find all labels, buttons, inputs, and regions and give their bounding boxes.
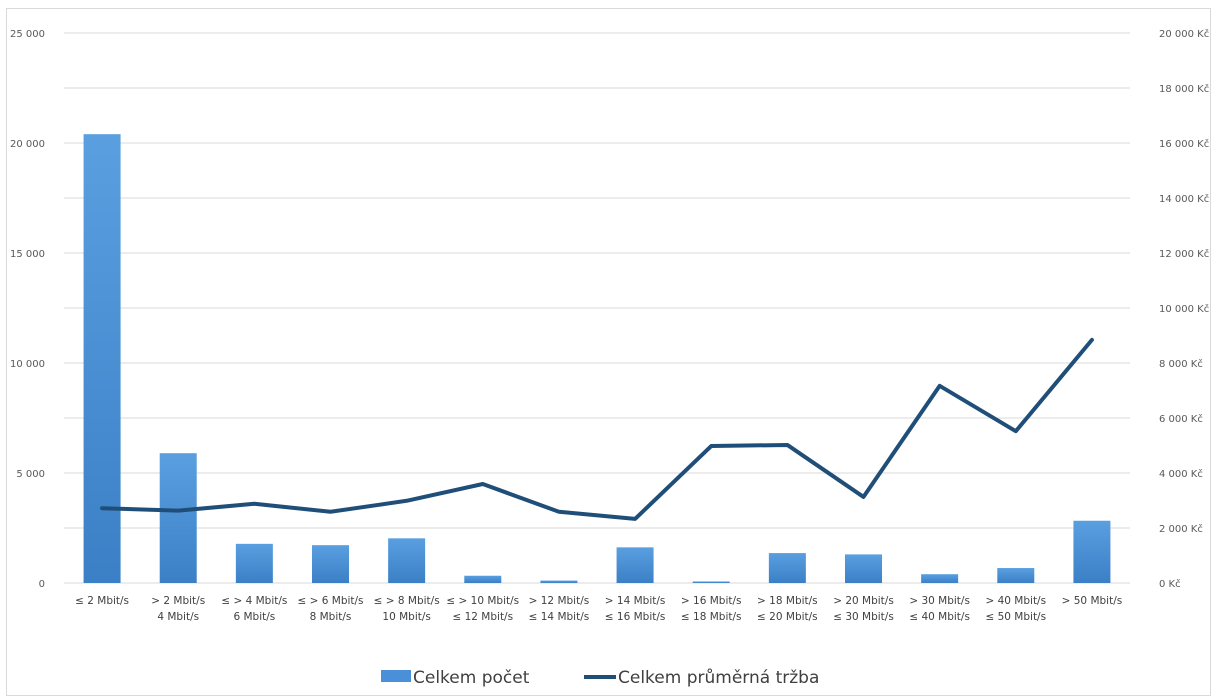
left-tick-label: 0 bbox=[39, 579, 45, 590]
bar bbox=[540, 580, 578, 583]
right-tick-label: 4 000 Kč bbox=[1159, 468, 1203, 480]
category-axis: ≤ 2 Mbit/s > 2 Mbit/s 4 Mbit/s ≤ > 4 Mbit/s… bbox=[75, 595, 1122, 623]
left-tick-label: 20 000 bbox=[10, 139, 45, 150]
left-tick-label: 5 000 bbox=[16, 469, 45, 480]
category-label: > 20 Mbit/s bbox=[833, 595, 894, 607]
legend-swatch-bar bbox=[381, 670, 411, 682]
right-tick-label: 12 000 Kč bbox=[1159, 248, 1209, 260]
bar bbox=[997, 568, 1035, 583]
legend: Celkem počet Celkem průměrná tržba bbox=[381, 668, 819, 688]
category-label: > 30 Mbit/s bbox=[909, 595, 970, 607]
category-label: ≤ 12 Mbit/s bbox=[452, 611, 513, 623]
category-label: ≤ > 6 Mbit/s bbox=[297, 595, 363, 607]
bar bbox=[235, 543, 273, 583]
line-series bbox=[100, 337, 1094, 521]
left-tick-label: 25 000 bbox=[10, 29, 45, 40]
bar bbox=[464, 575, 502, 583]
category-label: > 16 Mbit/s bbox=[681, 595, 742, 607]
bar bbox=[312, 545, 349, 583]
category-label: ≤ 2 Mbit/s bbox=[75, 595, 129, 607]
right-tick-label: 6 000 Kč bbox=[1159, 413, 1203, 425]
category-label: ≤ > 4 Mbit/s bbox=[221, 595, 287, 607]
category-label: > 2 Mbit/s bbox=[151, 595, 205, 607]
category-label: ≤ 18 Mbit/s bbox=[681, 611, 742, 623]
category-label: 6 Mbit/s bbox=[233, 611, 275, 623]
right-tick-label: 0 Kč bbox=[1159, 578, 1181, 590]
left-axis: 0 5 000 10 000 15 000 20 000 25 000 bbox=[10, 29, 45, 590]
bar bbox=[921, 574, 959, 583]
right-tick-label: 16 000 Kč bbox=[1159, 138, 1209, 150]
right-tick-label: 14 000 Kč bbox=[1159, 193, 1209, 205]
gridlines bbox=[64, 32, 1130, 584]
category-label: ≤ 30 Mbit/s bbox=[833, 611, 894, 623]
bar bbox=[83, 134, 121, 583]
category-label: ≤ > 8 Mbit/s bbox=[374, 595, 440, 607]
bar bbox=[692, 581, 730, 583]
legend-label: Celkem průměrná tržba bbox=[618, 668, 819, 688]
series-line bbox=[100, 337, 1094, 521]
category-label: ≤ 14 Mbit/s bbox=[529, 611, 590, 623]
category-label: ≤ 16 Mbit/s bbox=[605, 611, 666, 623]
bar bbox=[768, 553, 806, 583]
category-label: 4 Mbit/s bbox=[157, 611, 199, 623]
right-tick-label: 18 000 Kč bbox=[1159, 83, 1209, 95]
right-tick-label: 20 000 Kč bbox=[1159, 28, 1209, 40]
category-label: > 12 Mbit/s bbox=[529, 595, 590, 607]
right-tick-label: 10 000 Kč bbox=[1159, 303, 1209, 315]
bar bbox=[845, 554, 882, 583]
left-tick-label: 10 000 bbox=[10, 359, 45, 370]
legend-label: Celkem počet bbox=[413, 668, 530, 688]
category-label: ≤ > 10 Mbit/s bbox=[446, 595, 519, 607]
left-tick-label: 15 000 bbox=[10, 249, 45, 260]
category-label: ≤ 20 Mbit/s bbox=[757, 611, 818, 623]
category-label: ≤ 40 Mbit/s bbox=[909, 611, 970, 623]
category-label: > 40 Mbit/s bbox=[985, 595, 1046, 607]
bar bbox=[1073, 520, 1111, 583]
right-tick-label: 8 000 Kč bbox=[1159, 358, 1203, 370]
right-tick-label: 2 000 Kč bbox=[1159, 523, 1203, 535]
category-label: > 50 Mbit/s bbox=[1062, 595, 1123, 607]
category-label: 8 Mbit/s bbox=[310, 611, 352, 623]
right-axis: 0 Kč 2 000 Kč 4 000 Kč 6 000 Kč 8 000 Kč 10 0… bbox=[1159, 28, 1209, 590]
category-label: ≤ 50 Mbit/s bbox=[985, 611, 1046, 623]
category-label: > 18 Mbit/s bbox=[757, 595, 818, 607]
category-label: > 14 Mbit/s bbox=[605, 595, 666, 607]
bar bbox=[159, 453, 197, 583]
bar bbox=[616, 547, 654, 583]
category-label: 10 Mbit/s bbox=[382, 611, 430, 623]
bar bbox=[388, 538, 426, 583]
